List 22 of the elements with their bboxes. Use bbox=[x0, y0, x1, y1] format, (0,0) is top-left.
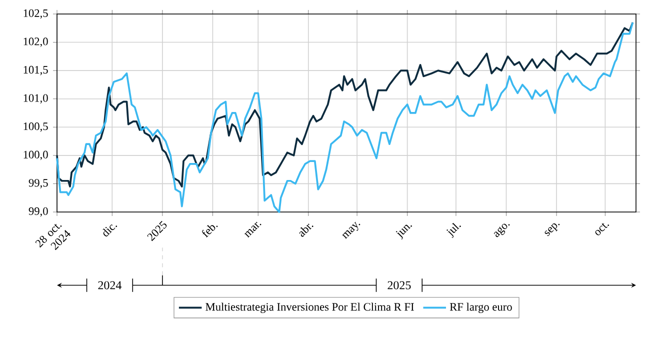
x-tick-label: may. bbox=[342, 222, 360, 240]
y-tick-label: 102,5 bbox=[24, 9, 48, 19]
y-tick-label: 99,5 bbox=[28, 179, 48, 188]
x-tick-label: jun. bbox=[396, 224, 412, 240]
legend-label: Multiestrategia Inversiones Por El Clima R FI bbox=[206, 302, 414, 314]
y-tick-label: 102,0 bbox=[24, 38, 48, 47]
legend-label: RF largo euro bbox=[450, 302, 512, 314]
x-tick-label: ago. bbox=[494, 224, 510, 238]
x-tick-label: dic. bbox=[102, 224, 118, 236]
x-tick-label: feb. bbox=[202, 225, 218, 238]
y-tick-label: 101,0 bbox=[24, 94, 48, 104]
text: 2024 bbox=[98, 281, 122, 290]
x-tick-label: jul. bbox=[446, 222, 461, 238]
y-tick-label: 101,5 bbox=[24, 66, 48, 76]
x-tick-label: sep. bbox=[544, 223, 560, 236]
x-tick-label: mar. bbox=[244, 222, 262, 238]
y-tick-label: 99,0 bbox=[28, 207, 48, 217]
text: 2025 bbox=[388, 281, 411, 290]
x-tick-label: oct. bbox=[595, 223, 610, 236]
y-tick-label: 100,0 bbox=[24, 150, 48, 160]
y-tick-label: 100,5 bbox=[24, 122, 48, 132]
x-tick-label: abr. bbox=[299, 224, 314, 237]
